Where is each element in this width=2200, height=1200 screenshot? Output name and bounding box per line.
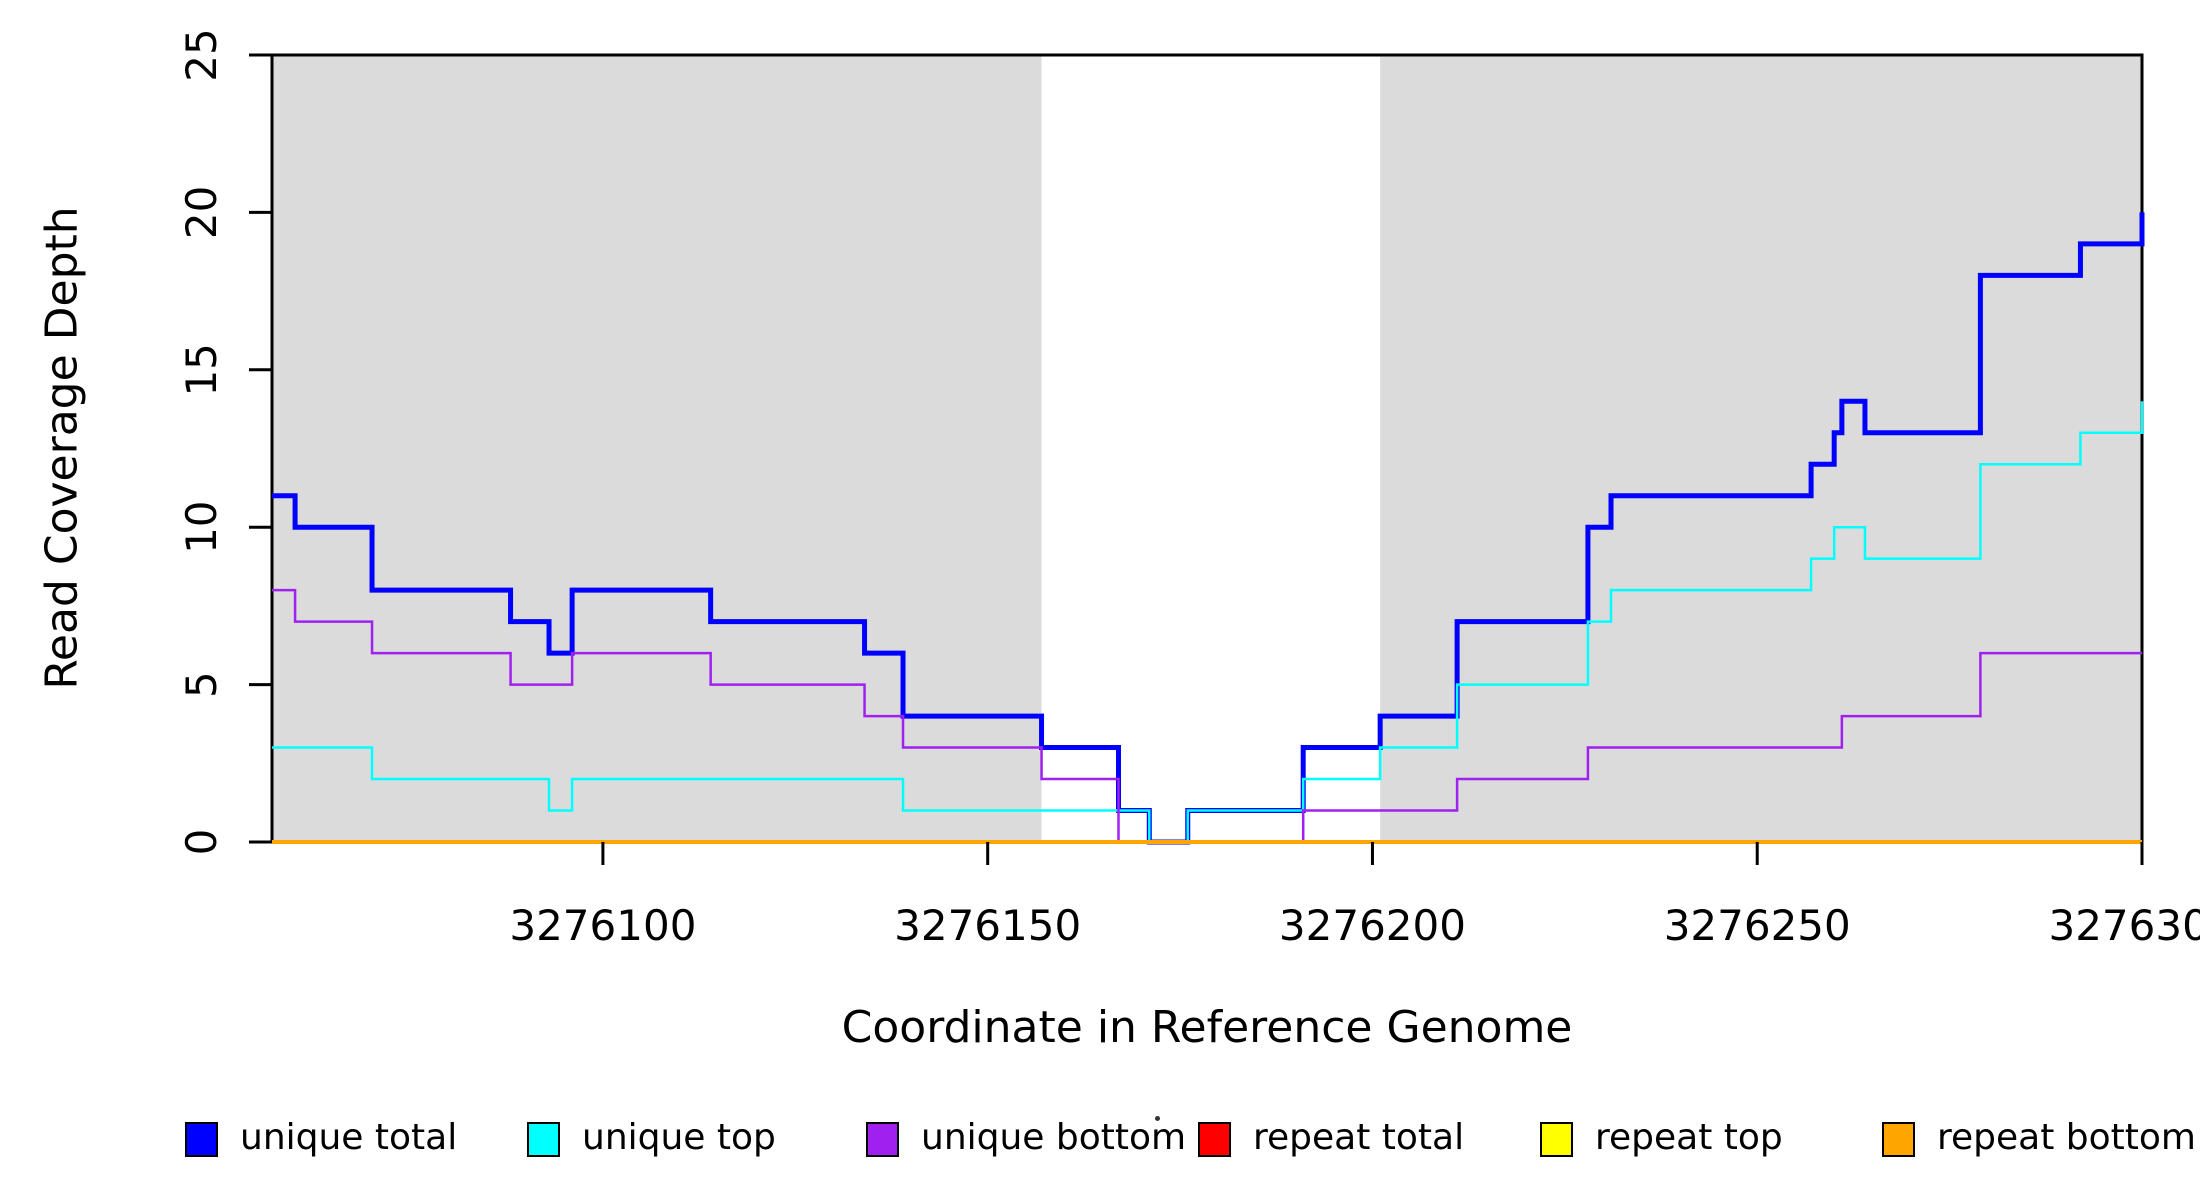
legend-item-unique-top: unique top <box>527 1117 776 1158</box>
legend-item-unique-total: unique total <box>185 1117 457 1158</box>
stray-point-mark <box>1155 1116 1160 1121</box>
legend-swatch-unique-bottom <box>866 1122 899 1157</box>
y-tick-label: 15 <box>177 343 226 396</box>
legend-label: unique total <box>240 1117 458 1158</box>
legend-label: unique top <box>582 1117 776 1158</box>
x-tick-label: 3276200 <box>1279 901 1466 950</box>
x-tick-label: 3276150 <box>894 901 1081 950</box>
shaded-region <box>272 55 1042 842</box>
legend-item-repeat-bottom: repeat bottom <box>1882 1117 2196 1158</box>
legend-swatch-unique-top <box>527 1122 560 1157</box>
legend-label: repeat total <box>1253 1117 1465 1158</box>
legend-item-unique-bottom: unique bottom <box>866 1117 1186 1158</box>
legend-label: repeat top <box>1595 1117 1783 1158</box>
legend-label: unique bottom <box>921 1117 1187 1158</box>
legend-swatch-repeat-bottom <box>1882 1122 1915 1157</box>
shaded-region <box>1380 55 2142 842</box>
x-tick-label: 3276250 <box>1664 901 1851 950</box>
legend-item-repeat-total: repeat total <box>1198 1117 1464 1158</box>
legend-swatch-repeat-total <box>1198 1122 1231 1157</box>
y-tick-label: 5 <box>177 671 226 698</box>
y-tick-label: 20 <box>177 186 226 239</box>
y-tick-label: 25 <box>177 28 226 81</box>
x-axis-title: Coordinate in Reference Genome <box>841 1002 1573 1053</box>
legend-swatch-repeat-top <box>1540 1122 1573 1157</box>
x-tick-label: 3276100 <box>509 901 696 950</box>
legend-label: repeat bottom <box>1937 1117 2196 1158</box>
legend-swatch-unique-total <box>185 1122 218 1157</box>
y-tick-label: 10 <box>177 500 226 553</box>
series-line-unique-bottom <box>272 588 2142 844</box>
series-line-unique-top <box>272 401 2144 844</box>
y-tick-label: 0 <box>177 829 226 856</box>
legend-item-repeat-top: repeat top <box>1540 1117 1783 1158</box>
